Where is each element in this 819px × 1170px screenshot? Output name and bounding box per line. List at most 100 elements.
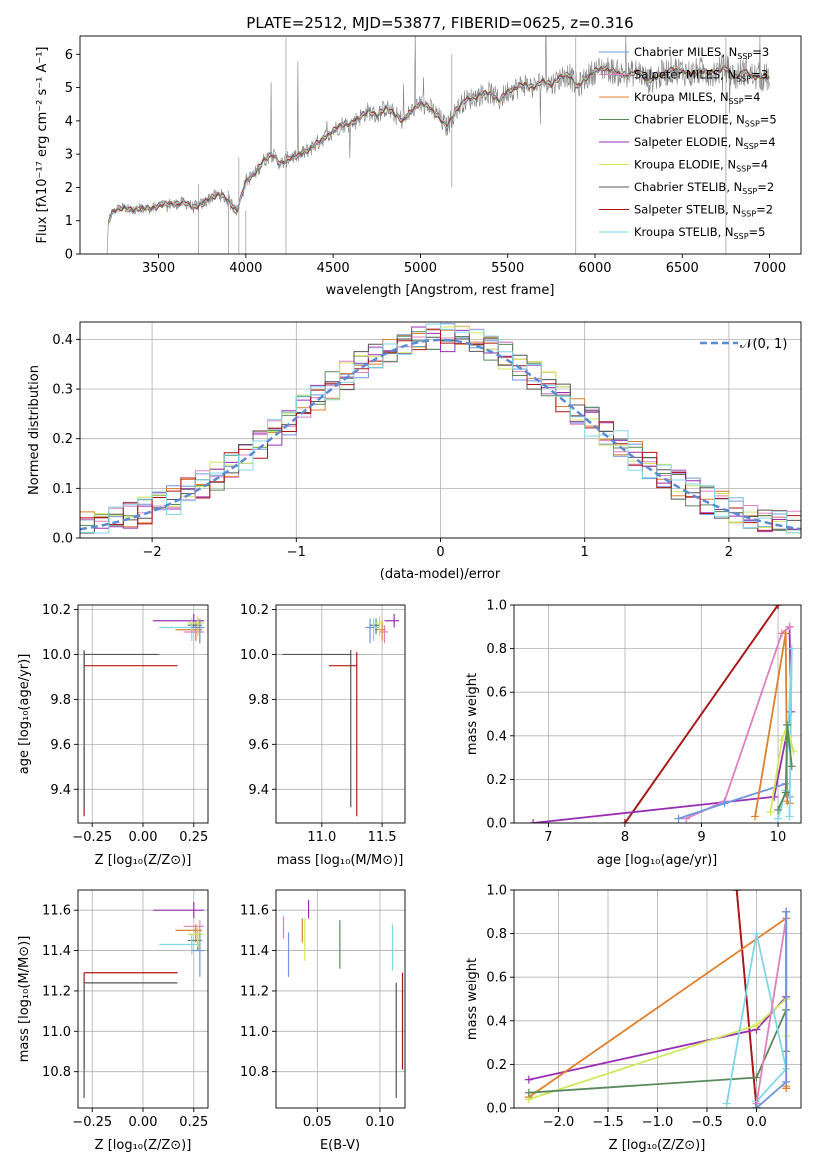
y-tick-label: 9.6: [248, 738, 269, 753]
mass-vs-metallicity-panel: −0.25 0.00 0.25 10.8 11.0 11.2 11.4 11.6 Z [log…: [17, 889, 209, 1153]
weight-marker: [752, 1021, 761, 1030]
y-tick-label: 10.2: [42, 603, 71, 618]
weight-line: [777, 724, 793, 811]
residual-xlabel: (data-model)/error: [380, 567, 501, 582]
x-tick-label: 6000: [578, 261, 611, 276]
weight-marker: [732, 890, 741, 894]
legend-label: Kroupa MILES, NSSP=4: [634, 90, 760, 106]
age-vs-z-xlabel: Z [log₁₀(Z/Z⊙)]: [95, 853, 192, 868]
x-tick-label: 7000: [753, 261, 786, 276]
weight-vs-age-frame: [513, 604, 802, 824]
x-tick-label: 9: [697, 830, 705, 845]
y-tick-label: 0.0: [486, 1102, 507, 1117]
mass-vs-z-xlabel: Z [log₁₀(Z/Z⊙)]: [95, 1138, 192, 1153]
y-tick-label: 2: [65, 181, 73, 196]
weight-marker: [777, 736, 786, 745]
weight-marker: [524, 1075, 533, 1084]
y-tick-label: 11.2: [240, 984, 269, 999]
x-tick-label: −2.0: [543, 1115, 575, 1130]
errorbar-point: [83, 652, 178, 817]
weight-marker: [529, 819, 538, 823]
weight-marker: [620, 819, 629, 823]
age-vs-mass-panel: 11.0 11.5 9.4 9.6 9.8 10.0 10.2 mass [log₁₀(M/…: [240, 603, 406, 868]
mass-vs-ebv-xlabel: E(B-V): [320, 1138, 360, 1153]
weight-marker: [524, 1088, 533, 1097]
spectrum-legend: Chabrier MILES, NSSP=3 Salpeter MILES, NS…: [599, 45, 777, 241]
y-tick-label: 10.2: [240, 603, 269, 618]
legend-label: Kroupa STELIB, NSSP=5: [634, 225, 765, 241]
spectrum-plot-region: [106, 36, 770, 254]
weight-line: [725, 933, 788, 1104]
weight-marker: [774, 805, 783, 814]
y-tick-label: 9.4: [248, 783, 269, 798]
x-tick-label: −1.5: [592, 1115, 624, 1130]
y-tick-label: 0.4: [486, 1014, 507, 1029]
weight-marker: [722, 1099, 731, 1108]
weight-line: [769, 721, 795, 813]
legend-label: Chabrier STELIB, NSSP=2: [634, 180, 774, 196]
x-tick-label: 6500: [666, 261, 699, 276]
weight-marker: [787, 762, 796, 771]
x-tick-label: 4000: [229, 261, 262, 276]
errorbar-point: [374, 616, 384, 637]
spectrum-ylabel: Flux [fλ10⁻¹⁷ erg cm⁻² s⁻¹ A⁻¹]: [35, 47, 50, 244]
weight-marker: [774, 605, 783, 609]
weight-plot-region: [524, 890, 791, 1108]
x-tick-label: 0.10: [365, 1115, 394, 1130]
weight-marker: [752, 1104, 761, 1108]
weight-vs-age-panel: 7 8 9 10 0.0 0.2 0.4 0.6 0.8 1.0 age [log₁₀(age/y…: [465, 599, 802, 868]
y-tick-label: 1: [65, 214, 73, 229]
residual-histogram: [80, 323, 801, 534]
errorbar-point: [187, 616, 204, 637]
y-tick-label: 11.0: [240, 1025, 269, 1040]
y-tick-label: 10.0: [42, 648, 71, 663]
y-tick-label: 3: [65, 148, 73, 163]
x-tick-label: −0.25: [72, 830, 112, 845]
errorbar-point: [83, 982, 178, 1098]
spectrum-model-line: [108, 65, 770, 222]
y-tick-label: 0.2: [52, 432, 73, 447]
y-tick-label: 1.0: [486, 884, 507, 899]
weight-line: [754, 633, 791, 817]
errorbar-point: [191, 618, 204, 644]
y-tick-label: 0.0: [486, 817, 507, 832]
x-tick-label: 0.0: [746, 1115, 767, 1130]
y-tick-label: 0: [65, 248, 73, 263]
weight-marker: [787, 644, 796, 653]
errorbar-point: [370, 618, 380, 635]
x-tick-label: 0.05: [303, 1115, 332, 1130]
x-tick-label: 0.25: [179, 830, 208, 845]
x-tick-label: 5000: [404, 261, 437, 276]
x-tick-label: −0.5: [691, 1115, 723, 1130]
weight-line: [735, 890, 758, 1108]
legend-label: Salpeter MILES, NSSP=3: [634, 68, 768, 84]
errorbar-point: [374, 620, 386, 641]
y-tick-label: 0.4: [486, 729, 507, 744]
x-tick-label: 0: [436, 545, 444, 560]
mass-vs-ebv-frame: [275, 889, 406, 1109]
errorbar-point: [329, 652, 358, 817]
y-tick-label: 0.2: [486, 773, 507, 788]
legend-label: Kroupa ELODIE, NSSP=4: [634, 158, 768, 174]
weight-marker: [782, 1077, 791, 1086]
y-tick-label: 0.1: [52, 482, 73, 497]
y-tick-label: 9.8: [50, 693, 71, 708]
x-tick-label: 0.00: [129, 830, 158, 845]
spectrum-panel: PLATE=2512, MJD=53877, FIBERID=0625, z=0…: [35, 14, 802, 298]
x-tick-label: 2: [725, 545, 733, 560]
y-tick-label: 10.8: [240, 1065, 269, 1080]
x-tick-label: 11.5: [368, 830, 397, 845]
age-vs-z-frame: [77, 604, 209, 824]
x-tick-label: 0.25: [179, 1115, 208, 1130]
weight-line: [777, 648, 793, 819]
errorbar-point: [191, 934, 204, 977]
weight-marker: [774, 814, 783, 823]
weight-vs-age-ylabel: mass weight: [465, 673, 480, 755]
y-tick-label: 11.4: [240, 944, 269, 959]
residual-frame: [79, 321, 802, 539]
x-tick-label: −2: [143, 545, 162, 560]
y-tick-label: 0.3: [52, 383, 73, 398]
y-tick-label: 11.0: [42, 1025, 71, 1040]
y-tick-label: 6: [65, 48, 73, 63]
y-tick-label: 0.2: [486, 1058, 507, 1073]
